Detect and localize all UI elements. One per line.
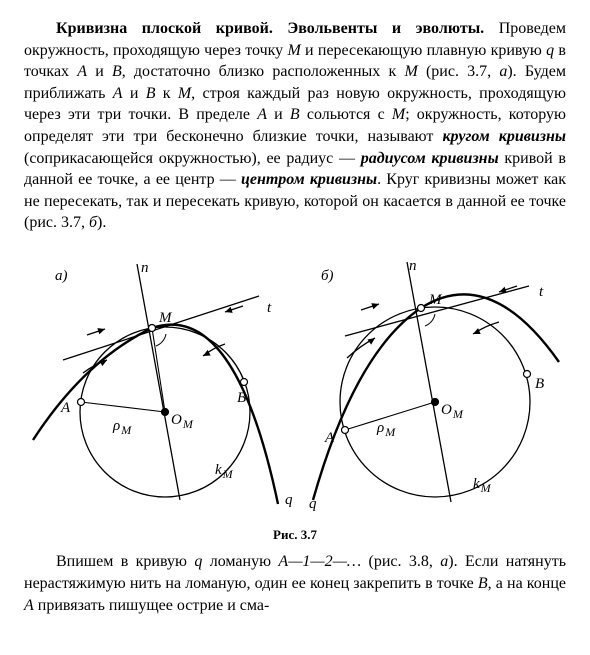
term-krugom: кругом кривизны	[442, 128, 566, 145]
svg-text:A: A	[60, 400, 71, 416]
text: , а на конце	[488, 575, 566, 592]
svg-text:б): б)	[321, 268, 334, 284]
paragraph-2: Впишем в кривую q ломаную А—1—2—… (рис. …	[24, 551, 566, 616]
figure-3-7: а)пtMABqOMρMkMб)пtMABqOMρMkM Рис. 3.7	[24, 252, 566, 544]
figure-caption: Рис. 3.7	[24, 526, 566, 544]
text: ).	[97, 214, 106, 231]
svg-text:п: п	[141, 260, 149, 276]
text: (соприкасающейся окружностью), ее радиус…	[24, 150, 361, 167]
sym-B: B	[290, 106, 300, 123]
svg-text:ρM: ρM	[112, 418, 132, 437]
svg-text:п: п	[409, 258, 417, 274]
svg-text:t: t	[267, 300, 272, 316]
text: и	[87, 63, 112, 80]
text: и пересекающую плавную кривую	[301, 42, 546, 59]
figure-3-7-svg: а)пtMABqOMρMkMб)пtMABqOMρMkM	[25, 252, 565, 522]
sym-M: M	[287, 42, 300, 59]
text: ломаную	[202, 553, 278, 570]
sym-B: B	[112, 63, 122, 80]
svg-text:B: B	[535, 376, 544, 392]
term-radius: радиусом кривизны	[361, 150, 499, 167]
text: привязать пишущее острие и сма-	[34, 597, 270, 614]
text: и	[123, 85, 146, 102]
sym-M: M	[404, 63, 417, 80]
sym-M: M	[392, 106, 405, 123]
text: (рис. 3.8,	[361, 553, 440, 570]
sym-B: B	[478, 575, 488, 592]
svg-text:t: t	[539, 284, 544, 300]
svg-text:а): а)	[55, 268, 68, 284]
sym-B: B	[146, 85, 156, 102]
svg-text:q: q	[285, 492, 293, 508]
heading: Кривизна плоской кривой. Эвольвенты и эв…	[56, 20, 484, 37]
sym-A: A	[24, 597, 34, 614]
sym-b: б	[89, 214, 97, 231]
text: Впишем в кривую	[56, 553, 194, 570]
sym-q: q	[546, 42, 554, 59]
svg-text:B: B	[237, 390, 246, 406]
svg-text:M: M	[158, 310, 173, 326]
term-center: центром кривизны	[241, 171, 377, 188]
polyline: А—1—2—…	[278, 553, 361, 570]
text: и	[267, 106, 290, 123]
text: (рис. 3.7,	[418, 63, 500, 80]
sym-A: A	[113, 85, 123, 102]
svg-text:A: A	[324, 430, 335, 446]
text: , достаточно близко расположенных к	[122, 63, 405, 80]
svg-text:M: M	[428, 292, 443, 308]
svg-text:ρM: ρM	[376, 420, 396, 439]
svg-text:OM: OM	[171, 412, 194, 431]
svg-text:q: q	[309, 496, 317, 512]
sym-A: A	[77, 63, 87, 80]
text: сольются с	[300, 106, 392, 123]
text: к	[155, 85, 177, 102]
paragraph-1: Кривизна плоской кривой. Эвольвенты и эв…	[24, 18, 566, 234]
svg-text:kM: kM	[473, 476, 492, 495]
sym-M: M	[178, 85, 191, 102]
svg-text:OM: OM	[441, 402, 464, 421]
sym-A: A	[257, 106, 267, 123]
